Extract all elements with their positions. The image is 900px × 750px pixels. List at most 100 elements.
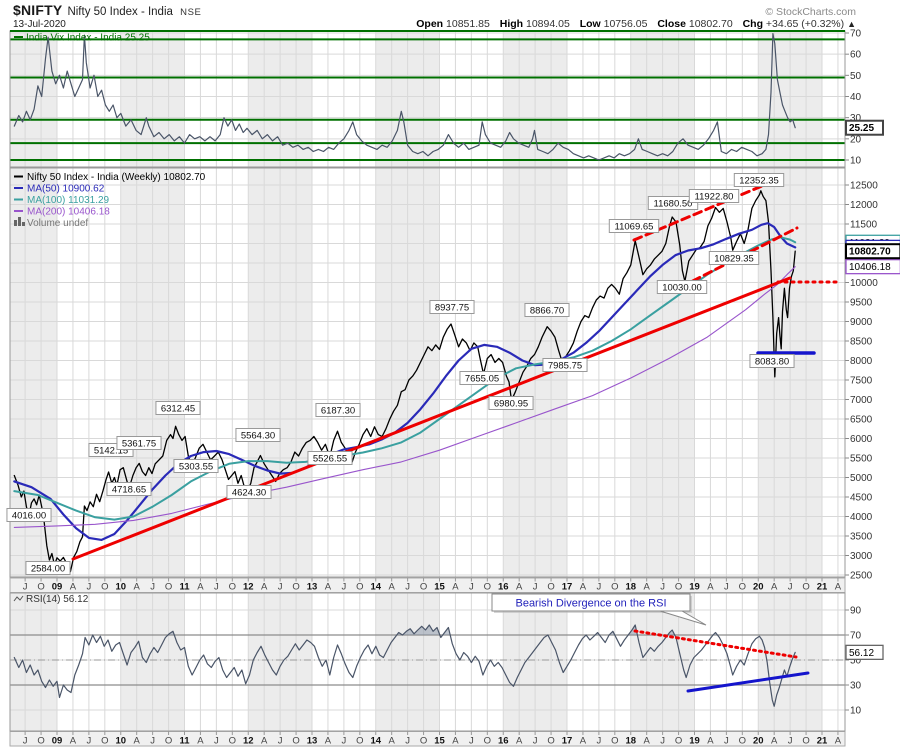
x-axis-label: 21 <box>817 582 828 593</box>
rsi-legend-label: RSI(14) 56.12 <box>26 594 89 605</box>
price-label-text: 4016.00 <box>12 511 46 522</box>
price-label-box <box>524 303 570 317</box>
y-axis-tick-label: 9500 <box>850 297 873 308</box>
x-axis-label: O <box>611 736 618 747</box>
x-axis-label: J <box>533 736 538 747</box>
price-label-text: 6980.95 <box>494 399 528 410</box>
x-axis-label: J <box>469 736 474 747</box>
y-axis-tick-label: 8000 <box>850 356 873 367</box>
x-axis-label: J <box>660 736 665 747</box>
x-axis-label: J <box>597 736 602 747</box>
y-axis-tick-label: 8500 <box>850 336 873 347</box>
y-axis-tick-label: 12500 <box>850 180 878 191</box>
x-axis-label: J <box>405 736 410 747</box>
x-axis-label: A <box>835 736 842 747</box>
value-box-text: 25.25 <box>849 123 874 134</box>
y-axis-tick-label: 50 <box>850 71 862 82</box>
price-label-box <box>116 436 162 450</box>
value-box-10406.18 <box>845 259 900 275</box>
x-axis-label: O <box>101 736 108 747</box>
x-axis-label: 11 <box>179 736 190 747</box>
x-axis-label: O <box>675 582 682 593</box>
main-legend-label: Nifty 50 Index - India (Weekly) 10802.70 <box>27 172 206 183</box>
price-label-text: 4718.65 <box>112 485 146 496</box>
x-axis-label: 18 <box>625 736 636 747</box>
x-axis-label: A <box>325 736 332 747</box>
x-axis-label: A <box>452 736 459 747</box>
callout-text: Bearish Divergence on the RSI <box>515 598 666 610</box>
x-axis-label: 17 <box>562 582 573 593</box>
y-axis-tick-label: 90 <box>850 606 862 617</box>
x-axis-label: 09 <box>52 736 63 747</box>
x-axis-label: O <box>547 736 554 747</box>
main-legend-label: MA(50) 10900.62 <box>27 184 105 195</box>
rising-wedge-upper-dashed <box>632 181 771 242</box>
x-axis-label: A <box>389 736 396 747</box>
header-title-row: $NIFTY Nifty 50 Index - India NSE © Stoc… <box>0 2 900 18</box>
x-axis-label: A <box>644 736 651 747</box>
price-label-text: 8937.75 <box>435 303 469 314</box>
price-label-box <box>106 482 152 496</box>
x-axis-label: J <box>23 736 28 747</box>
x-axis-label: A <box>516 736 523 747</box>
y-axis-tick-label: 6000 <box>850 434 873 445</box>
x-axis-label: A <box>389 582 396 593</box>
main-legend-label: MA(100) 11031.29 <box>27 195 110 206</box>
x-axis-label: O <box>420 582 427 593</box>
price-label-box <box>315 403 361 417</box>
x-axis-label: A <box>197 736 204 747</box>
x-axis-label: J <box>788 582 793 593</box>
y-axis-tick-label: 12000 <box>850 200 878 211</box>
last-value-boxes: 25.2511031.2910900.6210406.1810802.7056.… <box>845 119 900 660</box>
price-label-text: 11069.65 <box>615 222 654 233</box>
open-value: 10851.85 <box>446 18 490 30</box>
rsi-higher-lows-line <box>686 671 810 693</box>
price-label-box <box>733 173 785 187</box>
value-box-25.25 <box>845 119 884 136</box>
price-label-text: 2584.00 <box>31 564 65 575</box>
x-axis-label: O <box>37 736 44 747</box>
bearish-divergence-callout: Bearish Divergence on the RSI <box>491 593 707 626</box>
ma200-line <box>13 266 796 528</box>
price-label-box <box>155 401 201 415</box>
value-box-10802.70 <box>845 243 900 260</box>
x-axis-label: J <box>278 582 283 593</box>
price-label-box <box>542 358 588 372</box>
y-axis-tick-label: 6500 <box>850 414 873 425</box>
x-axis-label: 10 <box>115 582 126 593</box>
price-label-box <box>488 396 534 410</box>
header-quote-row: 13-Jul-2020 Open 10851.85 High 10894.05 … <box>0 18 900 30</box>
x-axis-label: A <box>134 736 141 747</box>
price-label-text: 4624.30 <box>232 488 266 499</box>
value-box-text: 10406.18 <box>849 262 891 273</box>
x-axis-label: 15 <box>434 582 445 593</box>
price-label-text: 11922.80 <box>695 192 734 203</box>
x-axis-label: 11 <box>179 582 190 593</box>
price-label-text: 8083.80 <box>755 357 789 368</box>
y-axis-tick-label: 50 <box>850 656 862 667</box>
y-axis-tick-label: 4500 <box>850 492 873 503</box>
rsi-wave-icon <box>13 595 24 602</box>
high-value: 10894.05 <box>525 18 570 30</box>
x-axis-label: 12 <box>243 582 254 593</box>
x-axis-strips: JJOO0909AAJJOO1010AAJJOO1111AAJJOO1212AA… <box>9 577 846 747</box>
x-axis-label: J <box>788 736 793 747</box>
x-axis-label: O <box>229 736 236 747</box>
x-axis-label: 14 <box>370 736 381 747</box>
price-label-text: 5361.75 <box>122 439 156 450</box>
price-label-box <box>608 219 660 233</box>
x-axis-label: O <box>484 582 491 593</box>
low-value: 10756.05 <box>603 18 648 30</box>
x-axis-label: J <box>660 582 665 593</box>
y-axis-tick-label: 40 <box>850 92 862 103</box>
x-axis-label: 19 <box>689 736 700 747</box>
x-axis-label: A <box>707 736 714 747</box>
x-axis-label: A <box>70 736 77 747</box>
rsi-divergence-dotted <box>633 629 798 659</box>
x-axis-label: 09 <box>52 582 63 593</box>
price-label-text: 6187.30 <box>321 406 355 417</box>
price-label-box <box>6 508 52 522</box>
y-axis-tick-label: 10000 <box>850 278 878 289</box>
x-axis-label: 16 <box>498 582 509 593</box>
